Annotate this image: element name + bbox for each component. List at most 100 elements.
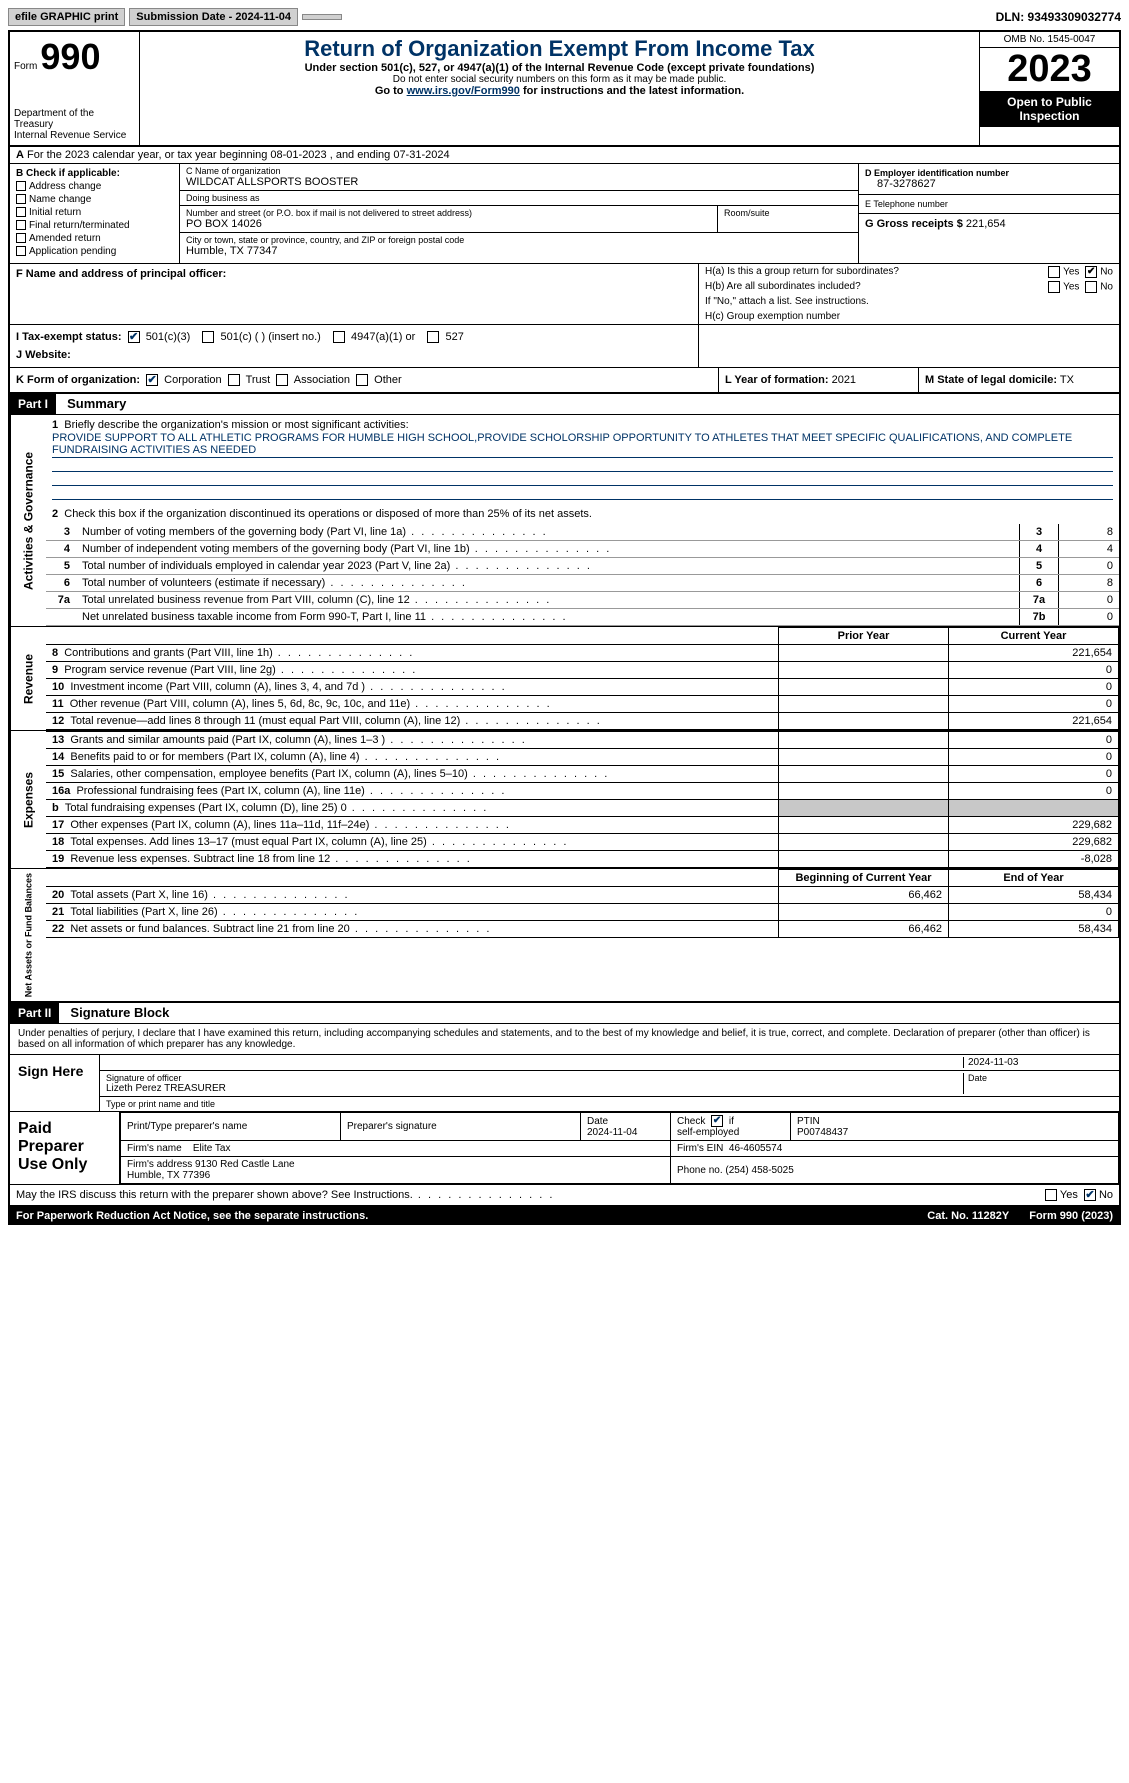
part2-title: Signature Block [62, 1002, 177, 1023]
table-row: 17 Other expenses (Part IX, column (A), … [46, 817, 1119, 834]
form-title: Return of Organization Exempt From Incom… [148, 36, 971, 62]
irs-discuss-row: May the IRS discuss this return with the… [10, 1184, 1119, 1205]
table-row: 18 Total expenses. Add lines 13–17 (must… [46, 834, 1119, 851]
checkbox-pending[interactable] [16, 246, 26, 256]
row-f-label: F Name and address of principal officer: [16, 268, 226, 280]
efile-button[interactable]: efile GRAPHIC print [8, 8, 125, 26]
hb-yes[interactable] [1048, 281, 1060, 293]
table-row: 12 Total revenue—add lines 8 through 11 … [46, 713, 1119, 730]
part1-header: Part I [10, 394, 56, 414]
vlabel-expenses: Expenses [10, 731, 46, 868]
line-2: 2 Check this box if the organization dis… [46, 504, 1119, 524]
vlabel-governance: Activities & Governance [10, 415, 46, 626]
table-row: 5Total number of individuals employed in… [46, 558, 1119, 575]
column-b-checkboxes: B Check if applicable: Address change Na… [10, 164, 180, 263]
part2-header: Part II [10, 1003, 59, 1023]
table-row: 19 Revenue less expenses. Subtract line … [46, 851, 1119, 868]
top-toolbar: efile GRAPHIC print Submission Date - 20… [8, 8, 1121, 26]
officer-date: 2024-11-03 [963, 1057, 1113, 1068]
hb-no[interactable] [1085, 281, 1097, 293]
table-row: b Total fundraising expenses (Part IX, c… [46, 800, 1119, 817]
form-instructions: Go to www.irs.gov/Form990 for instructio… [148, 85, 971, 97]
chk-501c[interactable] [202, 331, 214, 343]
revenue-table: Prior YearCurrent Year 8 Contributions a… [46, 627, 1119, 730]
dln-label: DLN: 93493309032774 [996, 10, 1121, 24]
catalog-number: Cat. No. 11282Y [927, 1210, 1009, 1222]
irs-link[interactable]: www.irs.gov/Form990 [407, 85, 520, 97]
checkbox-amended[interactable] [16, 233, 26, 243]
preparer-table: Print/Type preparer's name Preparer's si… [120, 1112, 1119, 1184]
table-row: 10 Investment income (Part VIII, column … [46, 679, 1119, 696]
chk-other[interactable] [356, 374, 368, 386]
h-b: H(b) Are all subordinates included? Yes … [699, 279, 1119, 294]
firm-name: Elite Tax [193, 1143, 231, 1154]
city-state-zip: Humble, TX 77347 [186, 245, 852, 257]
chk-527[interactable] [427, 331, 439, 343]
vlabel-revenue: Revenue [10, 627, 46, 730]
chk-self-employed[interactable]: ✔ [711, 1115, 723, 1127]
firm-ein: 46-4605574 [729, 1143, 782, 1154]
chk-corp[interactable]: ✔ [146, 374, 158, 386]
column-de: D Employer identification number 87-3278… [859, 164, 1119, 263]
omb-number: OMB No. 1545-0047 [980, 32, 1119, 48]
row-l: L Year of formation: 2021 [719, 368, 919, 392]
h-b-note: If "No," attach a list. See instructions… [699, 294, 1119, 309]
discuss-yes[interactable] [1045, 1189, 1057, 1201]
checkbox-final-return[interactable] [16, 220, 26, 230]
checkbox-name-change[interactable] [16, 194, 26, 204]
declaration-text: Under penalties of perjury, I declare th… [10, 1024, 1119, 1054]
sign-here-label: Sign Here [10, 1055, 100, 1111]
column-c-org-info: C Name of organization WILDCAT ALLSPORTS… [180, 164, 859, 263]
paperwork-notice: For Paperwork Reduction Act Notice, see … [16, 1210, 907, 1222]
chk-trust[interactable] [228, 374, 240, 386]
form-version: Form 990 (2023) [1029, 1210, 1113, 1222]
form-subtitle: Under section 501(c), 527, or 4947(a)(1)… [148, 62, 971, 74]
table-row: 22 Net assets or fund balances. Subtract… [46, 921, 1119, 938]
checkbox-address-change[interactable] [16, 181, 26, 191]
footer-bar: For Paperwork Reduction Act Notice, see … [8, 1207, 1121, 1225]
chk-501c3[interactable]: ✔ [128, 331, 140, 343]
netassets-table: Beginning of Current YearEnd of Year 20 … [46, 869, 1119, 938]
row-k: K Form of organization: ✔ Corporation Tr… [10, 368, 719, 392]
row-j: J Website: [16, 349, 692, 361]
table-row: 20 Total assets (Part X, line 16) 66,462… [46, 887, 1119, 904]
table-row: 14 Benefits paid to or for members (Part… [46, 749, 1119, 766]
paid-preparer-label: Paid Preparer Use Only [10, 1112, 120, 1184]
department-label: Department of the Treasury Internal Reve… [14, 108, 135, 141]
ein-value: 87-3278627 [865, 178, 1113, 190]
vlabel-netassets: Net Assets or Fund Balances [10, 869, 46, 1001]
mission-text: PROVIDE SUPPORT TO ALL ATHLETIC PROGRAMS… [52, 431, 1113, 458]
expenses-table: 13 Grants and similar amounts paid (Part… [46, 731, 1119, 868]
form-container: Form 990 Department of the Treasury Inte… [8, 30, 1121, 1207]
firm-phone: (254) 458-5025 [725, 1165, 793, 1176]
blank-button [302, 14, 342, 20]
table-row: 16a Professional fundraising fees (Part … [46, 783, 1119, 800]
table-row: 6Total number of volunteers (estimate if… [46, 575, 1119, 592]
table-row: 15 Salaries, other compensation, employe… [46, 766, 1119, 783]
discuss-no[interactable]: ✔ [1084, 1189, 1096, 1201]
ha-no[interactable]: ✔ [1085, 266, 1097, 278]
h-c: H(c) Group exemption number [699, 309, 1119, 324]
table-row: 4Number of independent voting members of… [46, 541, 1119, 558]
table-row: 13 Grants and similar amounts paid (Part… [46, 732, 1119, 749]
org-name: WILDCAT ALLSPORTS BOOSTER [186, 176, 852, 188]
form-label: Form [14, 61, 37, 72]
chk-4947[interactable] [333, 331, 345, 343]
table-row: 9 Program service revenue (Part VIII, li… [46, 662, 1119, 679]
officer-name: Lizeth Perez TREASURER [106, 1083, 963, 1094]
table-row: Net unrelated business taxable income fr… [46, 609, 1119, 626]
table-row: 8 Contributions and grants (Part VIII, l… [46, 645, 1119, 662]
street-address: PO BOX 14026 [186, 218, 711, 230]
chk-assoc[interactable] [276, 374, 288, 386]
ha-yes[interactable] [1048, 266, 1060, 278]
form-number: 990 [40, 36, 100, 77]
tax-year: 2023 [980, 48, 1119, 91]
h-a: H(a) Is this a group return for subordin… [699, 264, 1119, 279]
row-a-tax-year: A For the 2023 calendar year, or tax yea… [10, 147, 1119, 164]
checkbox-initial-return[interactable] [16, 207, 26, 217]
line-1: 1 Briefly describe the organization's mi… [46, 415, 1119, 504]
submission-date: Submission Date - 2024-11-04 [129, 8, 298, 26]
form-note: Do not enter social security numbers on … [148, 74, 971, 85]
row-m: M State of legal domicile: TX [919, 368, 1119, 392]
table-row: 7aTotal unrelated business revenue from … [46, 592, 1119, 609]
